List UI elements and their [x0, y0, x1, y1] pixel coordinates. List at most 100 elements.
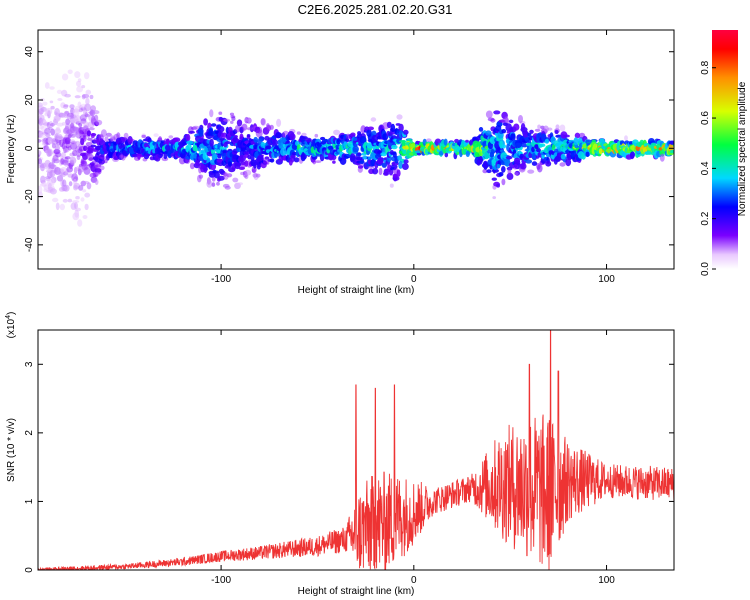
- spectrogram-cell: [240, 163, 246, 170]
- colorbar: 0.0 0.2 0.4 0.6 0.8 Normalized spectral ampl…: [700, 30, 748, 276]
- spectrogram-cell: [74, 202, 78, 210]
- spectrogram-cell: [514, 172, 519, 176]
- spectrogram-cell: [116, 132, 121, 140]
- spectrogram-cell: [507, 167, 512, 176]
- snr-ylabel: SNR (10 * v/v): [6, 418, 17, 482]
- spectrogram-cell: [45, 107, 53, 115]
- spectrogram-cell: [563, 134, 570, 138]
- x-tick-label: -100: [211, 274, 231, 285]
- spectrogram-cell: [367, 126, 374, 131]
- spectrogram-cell: [296, 131, 301, 135]
- spectrogram-cell: [239, 133, 244, 141]
- spectrogram-cell: [389, 183, 394, 188]
- spectrogram-cell: [49, 188, 57, 195]
- spectrogram-cell: [391, 144, 398, 150]
- spectrogram-cell: [496, 164, 501, 169]
- spectrogram-marks: [38, 69, 674, 227]
- spectrogram-cell: [537, 124, 541, 130]
- spectrogram-cell: [104, 136, 109, 142]
- spectrogram-cell: [209, 138, 214, 147]
- y-tick-label: -40: [24, 237, 35, 252]
- spectrogram-cell: [50, 179, 55, 187]
- spectrogram-cell: [55, 202, 60, 211]
- spectrogram-cell: [646, 151, 651, 155]
- spectrogram-cell: [543, 125, 549, 133]
- colorbar-ticks: 0.0 0.2 0.4 0.6 0.8: [700, 60, 716, 276]
- spectrogram-cell: [198, 174, 204, 179]
- spectrogram-cell: [250, 155, 255, 161]
- spectrogram-cell: [68, 181, 73, 187]
- spectrogram-cell: [56, 122, 64, 127]
- spectrogram-cell: [42, 101, 48, 106]
- spectrogram-cell: [153, 133, 159, 138]
- spectrogram-cell: [506, 172, 514, 180]
- spectrogram-cell: [62, 198, 68, 203]
- snr-xlabel: Height of straight line (km): [298, 586, 415, 597]
- spectrogram-cell: [94, 145, 101, 151]
- spectrogram-cell: [443, 138, 448, 146]
- spectrogram-cell: [527, 169, 535, 174]
- spectrogram-cell: [85, 89, 92, 95]
- spectrogram-cell: [61, 121, 66, 126]
- spectrogram-cell: [392, 173, 398, 178]
- spectrogram-cell: [380, 152, 387, 157]
- spectrogram-cell: [85, 97, 90, 105]
- spectrogram-cell: [86, 150, 94, 154]
- spectrogram-cell: [359, 160, 365, 165]
- spectrogram-cell: [544, 138, 550, 144]
- spectrogram-cell: [534, 144, 539, 150]
- spectrogram-cell: [223, 118, 231, 122]
- spectrogram-cell: [67, 69, 73, 75]
- spectrogram-cell: [501, 178, 506, 186]
- spectrogram-cell: [314, 133, 319, 138]
- spectrogram-cell: [217, 175, 225, 181]
- spectrogram-cell: [95, 119, 103, 126]
- spectrogram-cell: [84, 72, 90, 80]
- spectrogram-cell: [234, 135, 238, 138]
- spectrogram-cell: [236, 119, 243, 127]
- spectrogram-panel: -100 0 100 -40 -20 0 20 40 Height of straight l…: [6, 29, 675, 296]
- spectrogram-cell: [454, 138, 460, 143]
- spectrogram-cell: [89, 162, 95, 166]
- y-tick-label: 1: [24, 498, 35, 504]
- spectrogram-cell: [403, 159, 409, 164]
- y-tick-label: 0: [24, 567, 35, 573]
- spectrogram-cell: [63, 104, 69, 108]
- spectrogram-cell: [312, 159, 317, 165]
- spectrogram-cell: [554, 129, 559, 135]
- spectrogram-cell: [61, 152, 66, 159]
- spectrogram-cell: [72, 212, 80, 221]
- spectrogram-cell: [402, 163, 409, 170]
- spectrogram-cell: [560, 153, 566, 160]
- spectrogram-cell: [104, 159, 108, 164]
- spectrogram-cell: [478, 126, 484, 132]
- spectrogram-cell: [208, 172, 216, 178]
- spectrogram-cell: [659, 153, 665, 162]
- spectrogram-cell: [482, 168, 488, 174]
- spectrogram-cell: [41, 182, 48, 187]
- spectrogram-cell: [57, 135, 65, 140]
- spectrogram-cell: [74, 207, 82, 212]
- spectrogram-cell: [396, 114, 403, 120]
- spectrogram-cell: [378, 167, 383, 176]
- spectrogram-cell: [168, 135, 174, 139]
- spectrogram-cell: [482, 160, 488, 169]
- spectrogram-cell: [81, 85, 86, 89]
- spectrogram-cell: [585, 151, 590, 157]
- y-tick-label: 3: [24, 361, 35, 367]
- spectrogram-cell: [616, 143, 621, 151]
- spectrogram-cell: [100, 129, 107, 138]
- spectrogram-cell: [77, 78, 82, 83]
- snr-marks: [38, 330, 674, 570]
- spectrogram-cell: [319, 152, 325, 162]
- spectrogram-cell: [272, 139, 278, 147]
- spectrogram-cell: [100, 165, 105, 171]
- spectrogram-cell: [241, 123, 248, 131]
- colorbar-gradient: [712, 30, 738, 269]
- spectrogram-cell: [465, 150, 470, 157]
- spectrogram-cell: [520, 162, 527, 170]
- snr-panel: -100 0 100 0 1 2 3 Height of straight line (km…: [5, 312, 675, 597]
- spectrogram-cell: [491, 168, 499, 173]
- spectrogram-cell: [182, 142, 188, 146]
- spectrogram-cell: [574, 132, 581, 139]
